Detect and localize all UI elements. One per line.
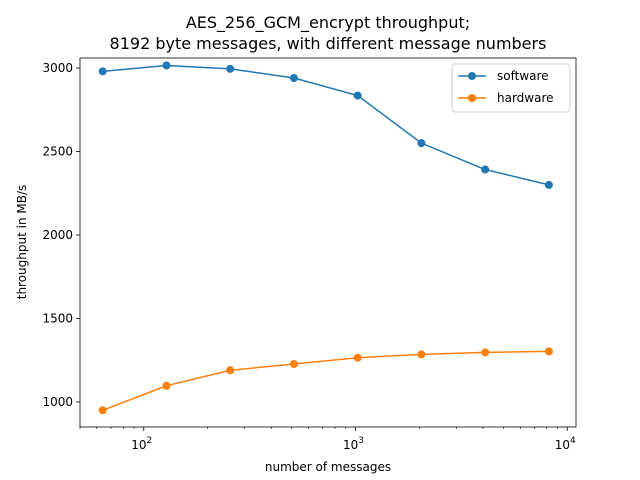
x-tick-label: 104 xyxy=(555,436,576,452)
chart-title-line-2: 8192 byte messages, with different messa… xyxy=(110,34,547,53)
data-point-software xyxy=(353,91,362,100)
data-point-hardware xyxy=(226,366,235,375)
y-tick-label: 2500 xyxy=(42,145,73,159)
series-line-software xyxy=(102,64,550,186)
x-axis-ticks: 102 103 104 xyxy=(131,427,576,452)
data-point-software xyxy=(162,61,171,70)
x-tick-label: 102 xyxy=(131,436,152,452)
data-point-software xyxy=(481,165,490,174)
legend-entries: software hardware xyxy=(458,69,554,105)
data-point-software xyxy=(544,180,553,189)
series-layer xyxy=(98,61,553,415)
legend-label-software: software xyxy=(497,69,549,83)
data-point-hardware xyxy=(417,350,426,359)
data-point-software xyxy=(98,67,107,76)
data-point-hardware xyxy=(481,348,490,357)
legend-marker-hardware xyxy=(468,94,476,102)
series-line-hardware xyxy=(102,350,549,411)
y-tick-label: 1000 xyxy=(42,395,73,409)
data-point-software xyxy=(417,139,426,148)
x-axis-label: number of messages xyxy=(265,460,391,474)
data-point-software xyxy=(226,64,235,73)
y-axis-label: throughput in MB/s xyxy=(15,185,29,300)
y-axis-ticks: 1000 1500 2000 2500 3000 xyxy=(42,61,80,409)
y-tick-label: 2000 xyxy=(42,228,73,242)
y-tick-label: 3000 xyxy=(42,61,73,75)
legend-marker-software xyxy=(468,72,476,80)
legend: software hardware xyxy=(451,63,571,113)
chart-title-line-1: AES_256_GCM_encrypt throughput; xyxy=(186,13,470,33)
x-tick-label: 103 xyxy=(343,436,364,452)
data-point-hardware xyxy=(544,347,553,356)
data-point-hardware xyxy=(353,353,362,362)
data-point-hardware xyxy=(162,381,171,390)
data-point-software xyxy=(289,74,298,83)
data-point-hardware xyxy=(289,360,298,369)
x-axis-minor-ticks xyxy=(79,427,558,429)
data-point-hardware xyxy=(98,406,107,415)
plot-area-frame xyxy=(79,57,577,428)
y-tick-label: 1500 xyxy=(42,311,73,325)
legend-label-hardware: hardware xyxy=(497,91,554,105)
